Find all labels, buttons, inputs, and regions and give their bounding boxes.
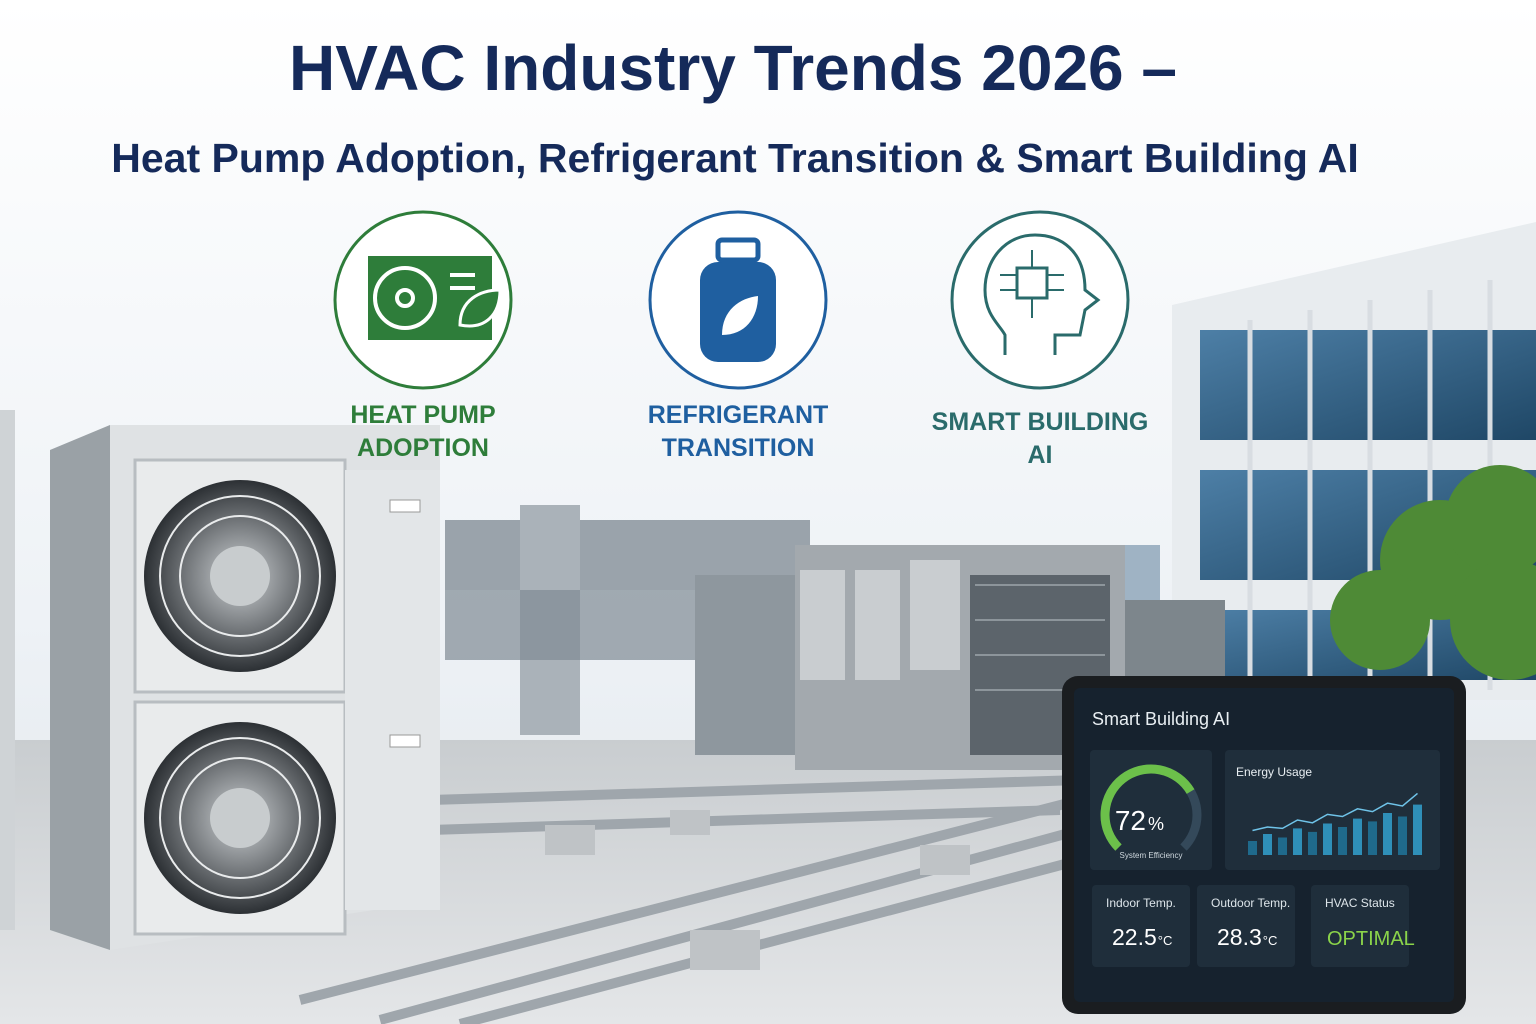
scene-part <box>389 499 421 513</box>
scene-part-part <box>429 805 1061 835</box>
card-value: 22.5 <box>1112 924 1157 950</box>
feature-icons-part <box>722 296 758 335</box>
gauge-value: 72 <box>1115 805 1146 836</box>
feature-label: SMART BUILDING <box>932 408 1149 436</box>
feature-icons-part-part <box>395 288 415 308</box>
scene-part-part <box>429 775 1081 805</box>
gauge-label: System Efficiency <box>1120 851 1183 860</box>
scene-part-part <box>298 795 1082 1005</box>
energy-bar <box>1263 834 1272 855</box>
scene-part <box>545 810 970 970</box>
feature-label: HEAT PUMP <box>350 401 495 429</box>
card <box>1311 885 1409 967</box>
energy-bar <box>1248 841 1257 855</box>
header: HVAC Industry Trends 2026 – Heat Pump Ad… <box>111 32 1359 181</box>
scene-part <box>800 560 960 680</box>
energy-line <box>1252 792 1418 832</box>
card-unit: °C <box>1158 933 1173 948</box>
scene-part-part <box>179 515 301 637</box>
gauge-unit: % <box>1148 814 1164 834</box>
scene-part <box>159 495 321 899</box>
feature-icons-part <box>983 233 1101 355</box>
feature-icons-part-part <box>458 288 502 328</box>
scene-part-part <box>800 570 845 680</box>
scene-part <box>389 734 421 748</box>
scene-part <box>345 470 440 910</box>
scene-part-part <box>855 570 900 680</box>
scene-part-part <box>159 495 321 657</box>
energy-bar <box>1368 821 1377 855</box>
card-label: Outdoor Temp. <box>1211 896 1290 910</box>
scene-part <box>1330 465 1536 680</box>
scene-part <box>50 425 110 950</box>
feature-icons-part <box>1000 250 1064 318</box>
card-label: HVAC Status <box>1325 896 1395 910</box>
energy-bar <box>1413 804 1422 855</box>
scene-part-part <box>545 825 595 855</box>
gauge-arc <box>1100 764 1195 851</box>
scene-part <box>210 788 270 848</box>
card-label: Indoor Temp. <box>1106 896 1176 910</box>
energy-bar <box>1398 816 1407 855</box>
energy-bar <box>1383 813 1392 855</box>
energy-bar <box>1323 823 1332 855</box>
energy-bar <box>1278 837 1287 855</box>
scene-part-part <box>910 560 960 670</box>
scene-part <box>0 410 15 930</box>
energy-title: Energy Usage <box>1236 765 1312 779</box>
feature-icons-part <box>950 210 1130 390</box>
energy-bar <box>1338 827 1347 855</box>
scene-part <box>975 584 1105 691</box>
scene-part-part <box>1450 560 1536 680</box>
card <box>1092 885 1190 967</box>
feature-labels: HEAT PUMP ADOPTION REFRIGERANT TRANSITION SM… <box>350 401 1148 469</box>
feature-label: AI <box>1028 441 1053 469</box>
card <box>1197 885 1295 967</box>
card-unit: °C <box>1263 933 1278 948</box>
energy-bar <box>1353 818 1362 855</box>
scene-part-part <box>1445 465 1536 575</box>
scene-part <box>210 546 270 606</box>
feature-label: ADOPTION <box>357 434 489 462</box>
feature-icons-part <box>715 237 761 263</box>
feature-icons-part <box>368 256 502 340</box>
scene-part-part <box>458 855 1082 1024</box>
feature-icons-part-part <box>373 266 437 330</box>
feature-label: REFRIGERANT <box>648 401 829 429</box>
feature-label: TRANSITION <box>662 434 815 462</box>
scene-part-part <box>159 737 321 899</box>
subtitle: Heat Pump Adoption, Refrigerant Transiti… <box>111 135 1359 181</box>
scene-part-part <box>690 930 760 970</box>
energy-bar <box>1293 828 1302 855</box>
card-value: 28.3 <box>1217 924 1262 950</box>
tablet-title: Smart Building AI <box>1092 709 1230 729</box>
feature-icons <box>333 210 1130 390</box>
scene-part-part <box>179 757 301 879</box>
scene-part-part <box>670 810 710 835</box>
energy-bar <box>1308 831 1317 855</box>
card-value: OPTIMAL <box>1327 928 1415 950</box>
title: HVAC Industry Trends 2026 – <box>289 32 1177 104</box>
scene-part-part <box>920 845 970 875</box>
scene-part-part <box>1330 570 1430 670</box>
